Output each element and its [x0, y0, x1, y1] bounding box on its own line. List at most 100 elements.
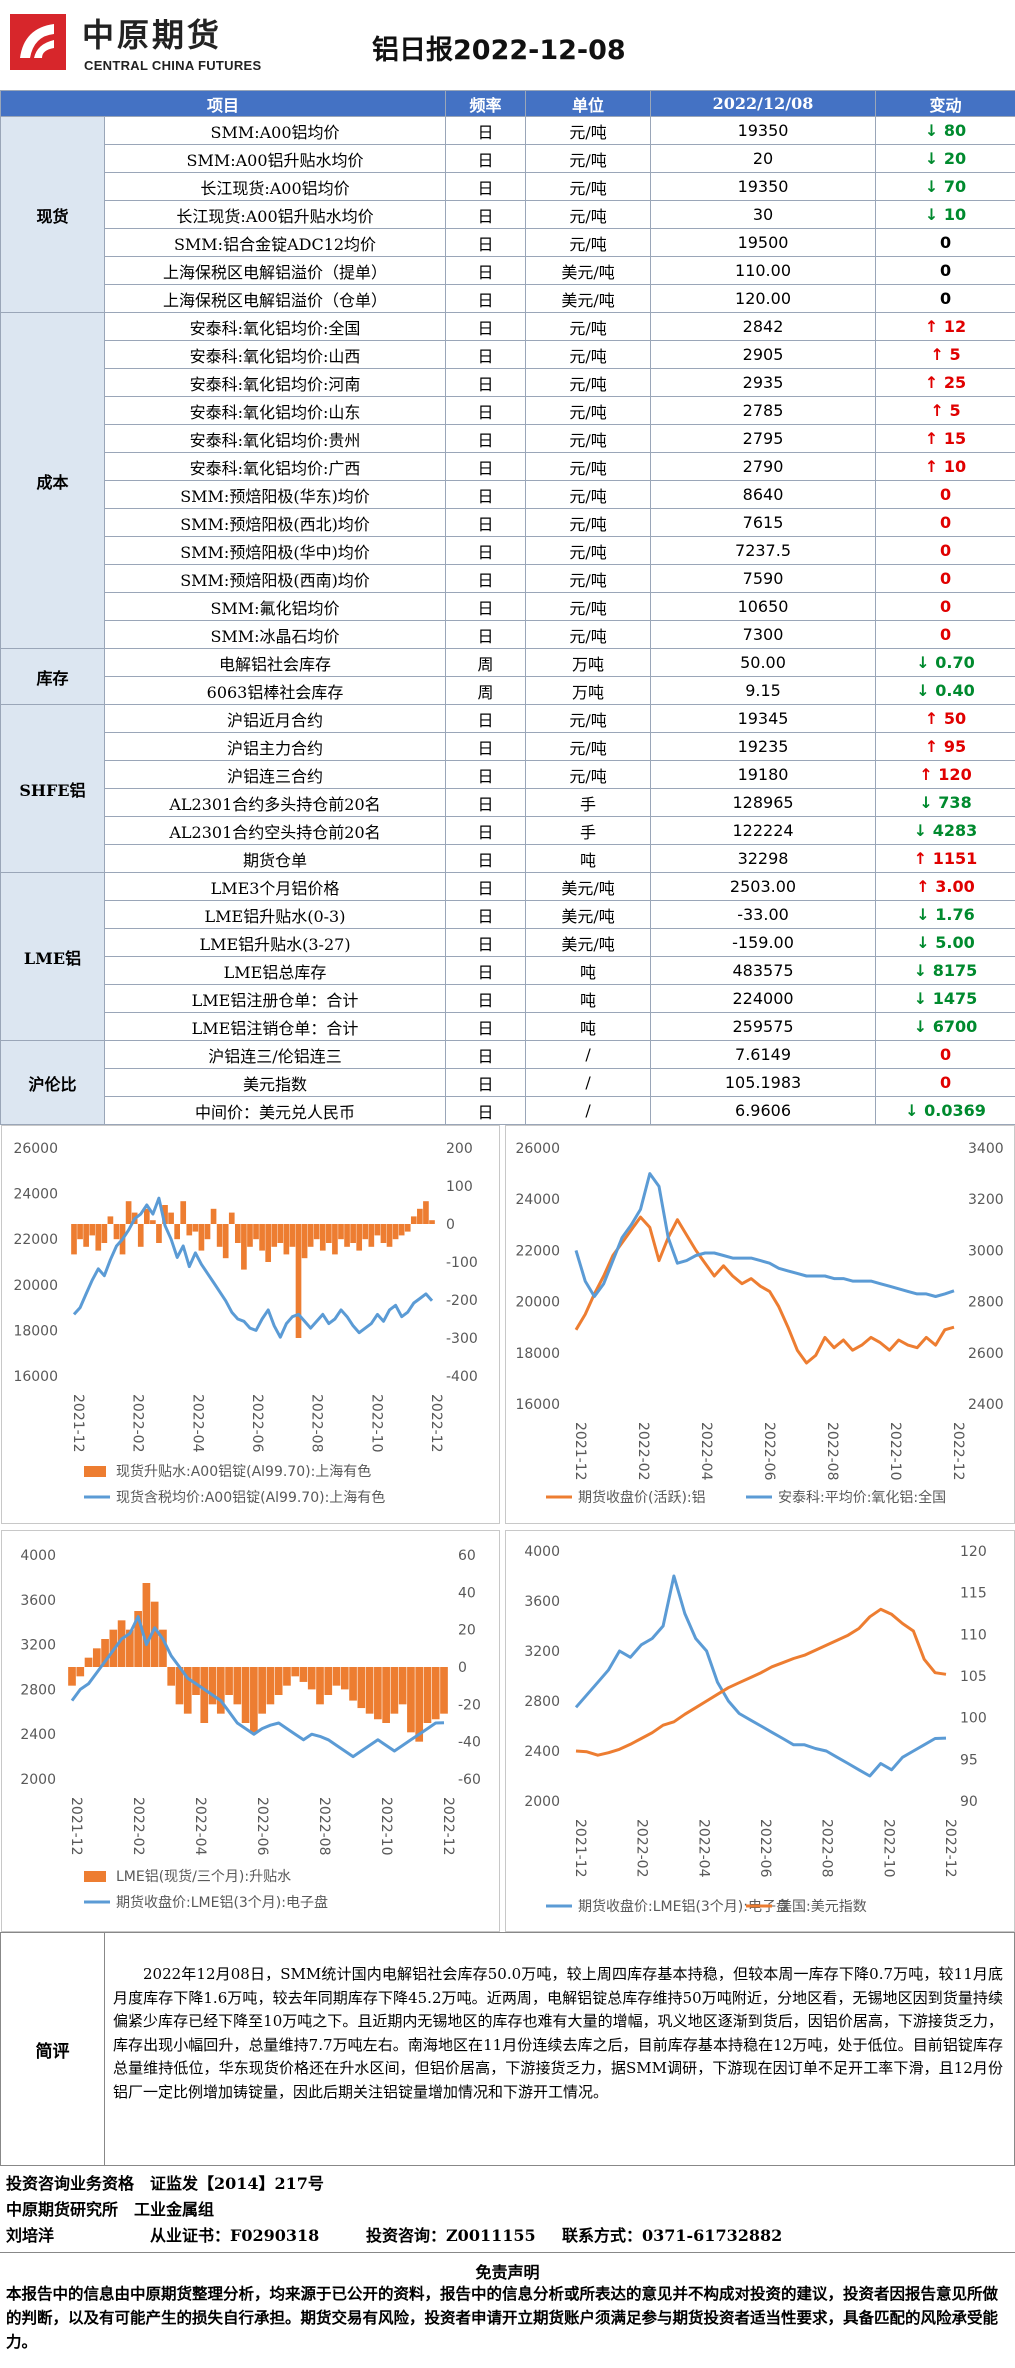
- unit-cell: 万吨: [525, 648, 652, 677]
- unit-cell: 美元/吨: [525, 284, 652, 313]
- unit-cell: 元/吨: [525, 396, 652, 425]
- change-cell: 0: [875, 228, 1015, 257]
- bar-mark: [277, 1224, 284, 1243]
- value-cell: 30: [650, 200, 877, 229]
- unit-cell: 元/吨: [525, 592, 652, 621]
- bar-mark: [89, 1224, 96, 1236]
- bar-mark: [440, 1667, 448, 1714]
- frequency-cell: 日: [445, 1068, 527, 1097]
- item-cell: LME铝升贴水(0-3): [103, 900, 447, 929]
- bar-mark: [175, 1667, 184, 1705]
- value-cell: 483575: [650, 956, 877, 985]
- bar-mark: [374, 1224, 381, 1236]
- header-change: 变动: [875, 90, 1015, 117]
- change-cell: ↓ 1.76: [875, 900, 1015, 929]
- unit-cell: 元/吨: [525, 620, 652, 649]
- header-unit: 单位: [525, 90, 652, 117]
- item-cell: 安泰科:氧化铝均价:贵州: [103, 424, 447, 453]
- change-value: 10: [943, 205, 967, 224]
- header-date: 2022/12/08: [650, 90, 877, 117]
- value-cell: 259575: [650, 1012, 877, 1041]
- x-axis-tick-label: 2022-02: [130, 1394, 146, 1453]
- change-cell: ↑ 50: [875, 704, 1015, 733]
- bar-mark: [398, 1224, 405, 1236]
- value-cell: 2503.00: [650, 872, 877, 901]
- logo-english-name: CENTRAL CHINA FUTURES: [84, 58, 262, 73]
- left-axis-tick-label: 2000: [20, 1772, 56, 1788]
- bar-mark: [84, 1657, 93, 1667]
- bar-mark: [283, 1667, 291, 1686]
- bar-mark: [126, 1629, 134, 1667]
- change-cell: ↓ 80: [875, 116, 1015, 145]
- bar-mark: [233, 1667, 242, 1705]
- bar-mark: [316, 1667, 324, 1705]
- change-cell: 0: [875, 256, 1015, 285]
- frequency-cell: 日: [445, 620, 527, 649]
- table-header-row: 项目 频率 单位 2022/12/08 变动: [0, 90, 1015, 117]
- change-value: 3.00: [935, 877, 975, 896]
- change-cell: ↓ 70: [875, 172, 1015, 201]
- bar-mark: [340, 1667, 349, 1690]
- series-line: [574, 1574, 947, 1778]
- bar-mark: [404, 1224, 411, 1232]
- bar-mark: [344, 1224, 350, 1247]
- change-value: 0.40: [935, 681, 975, 700]
- frequency-cell: 日: [445, 816, 527, 845]
- x-axis-tick-label: 2022-12: [440, 1797, 456, 1856]
- value-cell: 120.00: [650, 284, 877, 313]
- table-row: 长江现货:A00铝升贴水均价日元/吨 30 ↓ 10: [1, 200, 1015, 229]
- change-cell: ↑ 3.00: [875, 872, 1015, 901]
- bar-mark: [68, 1667, 76, 1686]
- change-value: 15: [943, 429, 967, 448]
- table-row: SMM:铝合金锭ADC12均价日元/吨 19500 0: [1, 228, 1015, 257]
- frequency-cell: 日: [445, 508, 527, 537]
- x-axis-tick-label: 2022-08: [824, 1422, 840, 1481]
- unit-cell: 元/吨: [525, 480, 652, 509]
- change-value: 1.76: [935, 905, 975, 924]
- unit-cell: 元/吨: [525, 424, 652, 453]
- change-value: 12: [943, 317, 967, 336]
- frequency-cell: 日: [445, 704, 527, 733]
- change-value: 738: [938, 793, 972, 812]
- frequency-cell: 日: [445, 788, 527, 817]
- table-row: LME铝注册仓单：合计日吨 224000 ↓ 1475: [1, 984, 1015, 1013]
- table-row: 美元指数日/105.1983 0: [1, 1068, 1015, 1097]
- change-cell: ↑ 5: [875, 340, 1015, 369]
- item-cell: SMM:冰晶石均价: [103, 620, 447, 649]
- change-value: 4283: [932, 821, 978, 840]
- value-cell: 10650: [650, 592, 877, 621]
- change-value: 0: [939, 1073, 952, 1092]
- item-cell: LME铝升贴水(3-27): [103, 928, 447, 957]
- value-cell: 32298: [650, 844, 877, 873]
- right-axis-tick-label: 200: [446, 1141, 473, 1157]
- change-value: 50: [943, 709, 967, 728]
- value-cell: -159.00: [650, 928, 877, 957]
- value-cell: 2905: [650, 340, 877, 369]
- left-axis-tick-label: 16000: [13, 1369, 58, 1385]
- category-cell: 沪伦比: [0, 1040, 105, 1125]
- right-axis-tick-label: 100: [960, 1711, 987, 1727]
- table-row: 期货仓单日吨 32298 ↑ 1151: [1, 844, 1015, 873]
- right-axis-tick-label: 110: [960, 1627, 987, 1643]
- unit-cell: 美元/吨: [525, 900, 652, 929]
- bar-mark: [216, 1667, 225, 1714]
- bar-mark: [142, 1583, 151, 1667]
- qualification-line: 投资咨询业务资格 证监发【2014】217号: [6, 2174, 324, 2193]
- bar-mark: [324, 1667, 333, 1695]
- arrow-down-icon: ↓: [916, 905, 936, 924]
- frequency-cell: 日: [445, 396, 527, 425]
- legend-swatch: [84, 1466, 106, 1477]
- bar-mark: [417, 1208, 423, 1224]
- value-cell: -33.00: [650, 900, 877, 929]
- table-row: 安泰科:氧化铝均价:河南日元/吨 2935 ↑ 25: [1, 368, 1015, 397]
- change-value: 0: [939, 485, 952, 504]
- bar-mark: [392, 1224, 399, 1240]
- unit-cell: 美元/吨: [525, 872, 652, 901]
- value-cell: 19350: [650, 172, 877, 201]
- unit-cell: 万吨: [525, 676, 652, 705]
- arrow-up-icon: ↑: [916, 877, 936, 896]
- table-row: 现货 SMM:A00铝均价日元/吨 19350 ↓ 80: [0, 116, 1015, 313]
- value-cell: 2785: [650, 396, 877, 425]
- unit-cell: 手: [525, 816, 652, 845]
- change-value: 6700: [932, 1017, 978, 1036]
